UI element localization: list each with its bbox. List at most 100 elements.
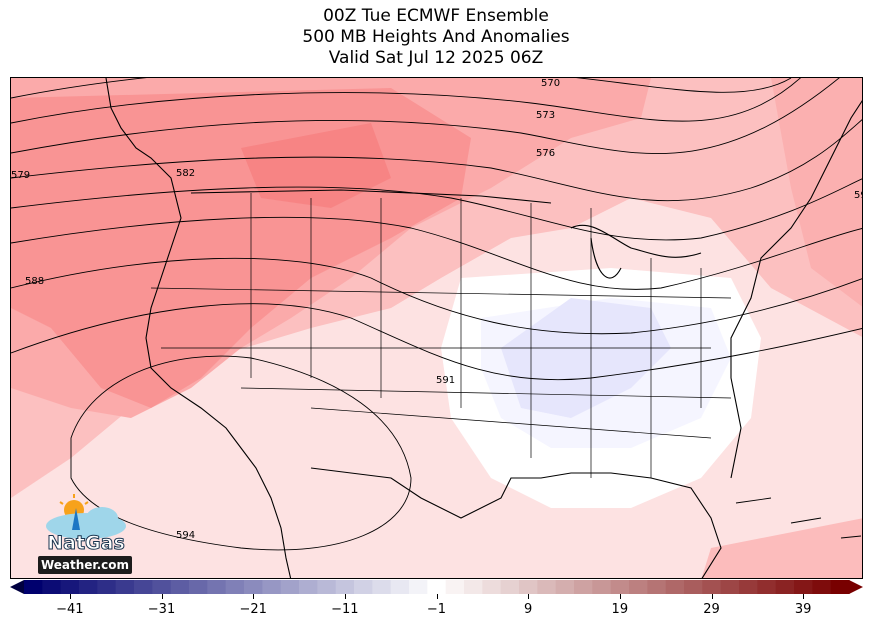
colorbar-segment — [830, 580, 850, 594]
contour-582 — [11, 216, 862, 290]
colorbar-tick-label: −31 — [147, 602, 176, 617]
colorbar-segment — [757, 580, 777, 594]
contour-label-594: 594 — [176, 530, 195, 541]
colorbar-tickmark — [344, 594, 346, 599]
colorbar-segment — [262, 580, 282, 594]
colorbar-segment — [317, 580, 337, 594]
height-contours — [11, 78, 862, 551]
colorbar-segment — [592, 580, 612, 594]
title-line-3: Valid Sat Jul 12 2025 06Z — [328, 48, 544, 68]
contour-label-570: 570 — [541, 78, 560, 89]
colorbar-tickmark — [803, 594, 805, 599]
colorbar-segment — [79, 580, 98, 594]
state-borders — [150, 193, 732, 478]
colorbar-segment — [97, 580, 117, 594]
colorbar-tick-label: −41 — [56, 602, 84, 617]
colorbar-segment — [427, 580, 447, 594]
contour-579 — [11, 178, 862, 241]
colorbar-tick-label: 9 — [524, 602, 533, 617]
colorbar-tick-label: −21 — [239, 602, 267, 617]
contour-label-579: 579 — [11, 170, 30, 181]
colorbar-segment — [170, 580, 190, 594]
colorbar-tick-label: 29 — [703, 602, 720, 617]
colorbar-segment — [244, 580, 263, 594]
colorbar-segment — [720, 580, 740, 594]
colorbar-segment — [537, 580, 557, 594]
gulf-coast — [310, 467, 722, 578]
colorbar-max-arrow — [849, 580, 863, 594]
colorbar-segment — [445, 580, 465, 594]
anomaly-cool-light — [501, 298, 671, 418]
contour-567 — [11, 78, 792, 99]
colorbar-tick-label: −11 — [331, 602, 359, 617]
colorbar-segment — [189, 580, 208, 594]
colorbar-tickmark — [253, 594, 255, 599]
contour-label-576: 576 — [536, 148, 555, 159]
colorbar-segment — [152, 580, 172, 594]
east-coast — [730, 100, 862, 479]
colorbar-tick-label: 39 — [794, 602, 812, 617]
colorbar-segment — [812, 580, 832, 594]
logo-text-natgas: NatGas — [47, 532, 126, 555]
colorbar-tickmark — [711, 594, 713, 599]
colorbar-segment — [610, 580, 630, 594]
anomaly-warm-northeast — [771, 78, 862, 307]
colorbar-segment — [207, 580, 227, 594]
colorbar-segment — [24, 580, 43, 594]
contour-label-59-edge: 59 — [854, 190, 863, 201]
contour-label-591: 591 — [436, 375, 455, 386]
contour-573 — [11, 78, 840, 155]
contour-594 — [70, 355, 412, 551]
colorbar-segment — [555, 580, 575, 594]
colorbar-tickmark — [436, 594, 438, 599]
sun-cloud-icon — [46, 494, 126, 539]
colorbar-segment — [629, 580, 648, 594]
meridional-borders — [250, 193, 702, 478]
colorbar-segment — [647, 580, 667, 594]
colorbar-segment — [665, 580, 685, 594]
contour-label-573: 573 — [536, 110, 555, 121]
colorbar-segment — [354, 580, 373, 594]
colorbar-segment — [794, 580, 813, 594]
colorbar-segment — [390, 580, 410, 594]
caribbean-islands — [735, 497, 862, 539]
colorbar-min-arrow — [10, 580, 24, 594]
contour-591 — [11, 303, 862, 381]
colorbar-segment — [739, 580, 758, 594]
contour-585 — [11, 257, 862, 335]
title-line-2: 500 MB Heights And Anomalies — [302, 27, 570, 47]
coastlines — [105, 78, 862, 578]
colorbar-segment — [225, 580, 245, 594]
chart-title: 00Z Tue ECMWF Ensemble 500 MB Heights An… — [0, 6, 872, 69]
colorbar-segment — [115, 580, 135, 594]
natgasweather-logo: NatGas Weather.com — [36, 492, 136, 576]
contour-label-582: 582 — [176, 168, 195, 179]
colorbar-segment — [519, 580, 538, 594]
us-canada-border — [190, 189, 552, 204]
colorbar-segment — [372, 580, 392, 594]
colorbar-segment — [280, 580, 300, 594]
colorbar-segment — [409, 580, 428, 594]
colorbar-segment — [299, 580, 318, 594]
contour-570 — [11, 78, 801, 124]
colorbar-tickmark — [161, 594, 163, 599]
colorbar-segment — [684, 580, 703, 594]
colorbar-segment — [42, 580, 62, 594]
west-coast — [105, 78, 292, 578]
anomaly-warm-core — [241, 123, 391, 208]
colorbar-segment — [464, 580, 483, 594]
anomaly-colorbar — [10, 580, 863, 594]
contour-576 — [11, 119, 862, 202]
anomaly-map: 570 573 576 579 582 588 591 594 59 — [11, 78, 863, 578]
great-lakes — [570, 224, 702, 279]
colorbar-segment — [574, 580, 593, 594]
colorbar-tick-label: 19 — [611, 602, 629, 617]
colorbar-segment — [500, 580, 520, 594]
colorbar-tickmark — [528, 594, 530, 599]
islands — [735, 497, 862, 539]
colorbar-tick-label: −1 — [426, 602, 447, 617]
logo-text-weather: Weather.com — [38, 556, 132, 574]
anomaly-warm-caribbean — [701, 518, 862, 578]
map-panel: 570 573 576 579 582 588 591 594 59 — [10, 77, 863, 579]
colorbar-segment — [482, 580, 502, 594]
